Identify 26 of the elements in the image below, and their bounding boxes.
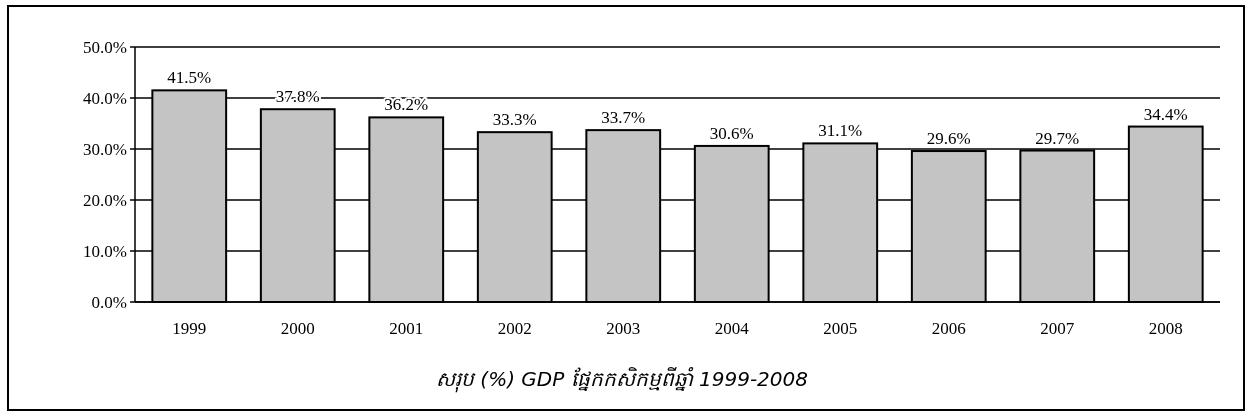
x-tick-label: 2002 — [497, 319, 532, 338]
x-tick-label: 2004 — [714, 319, 750, 338]
data-label: 30.6% — [709, 123, 754, 143]
x-tick-label: 2003 — [606, 319, 641, 338]
x-tick-label: 1999 — [172, 319, 207, 338]
data-label: 29.7% — [1035, 128, 1080, 148]
data-label: 31.1% — [818, 121, 863, 141]
y-tick-label: 50.0% — [83, 38, 127, 57]
data-label: 36.2% — [384, 95, 429, 115]
x-tick-label: 2008 — [1148, 319, 1183, 338]
x-tick-label: 2001 — [389, 319, 424, 338]
data-label: 29.6% — [926, 129, 971, 149]
y-tick-label: 10.0% — [83, 242, 127, 261]
data-label: 34.4% — [1143, 104, 1188, 124]
x-tick-label: 2007 — [1040, 319, 1075, 338]
x-tick-label: 2000 — [280, 319, 315, 338]
y-tick-label: 0.0% — [91, 293, 127, 312]
x-tick-label: 2005 — [823, 319, 858, 338]
y-tick-label: 30.0% — [83, 140, 127, 159]
y-tick-label: 40.0% — [83, 89, 127, 108]
text: សរុប (%) GDP ផ្នែកកសិកម្មពីឆ្នាំ 1999-2008 — [435, 366, 809, 393]
data-label: 33.7% — [601, 108, 646, 128]
x-tick-label: 2006 — [931, 319, 966, 338]
y-tick-label: 20.0% — [83, 191, 127, 210]
data-label: 41.5% — [167, 68, 212, 88]
data-label: 33.3% — [492, 110, 537, 130]
